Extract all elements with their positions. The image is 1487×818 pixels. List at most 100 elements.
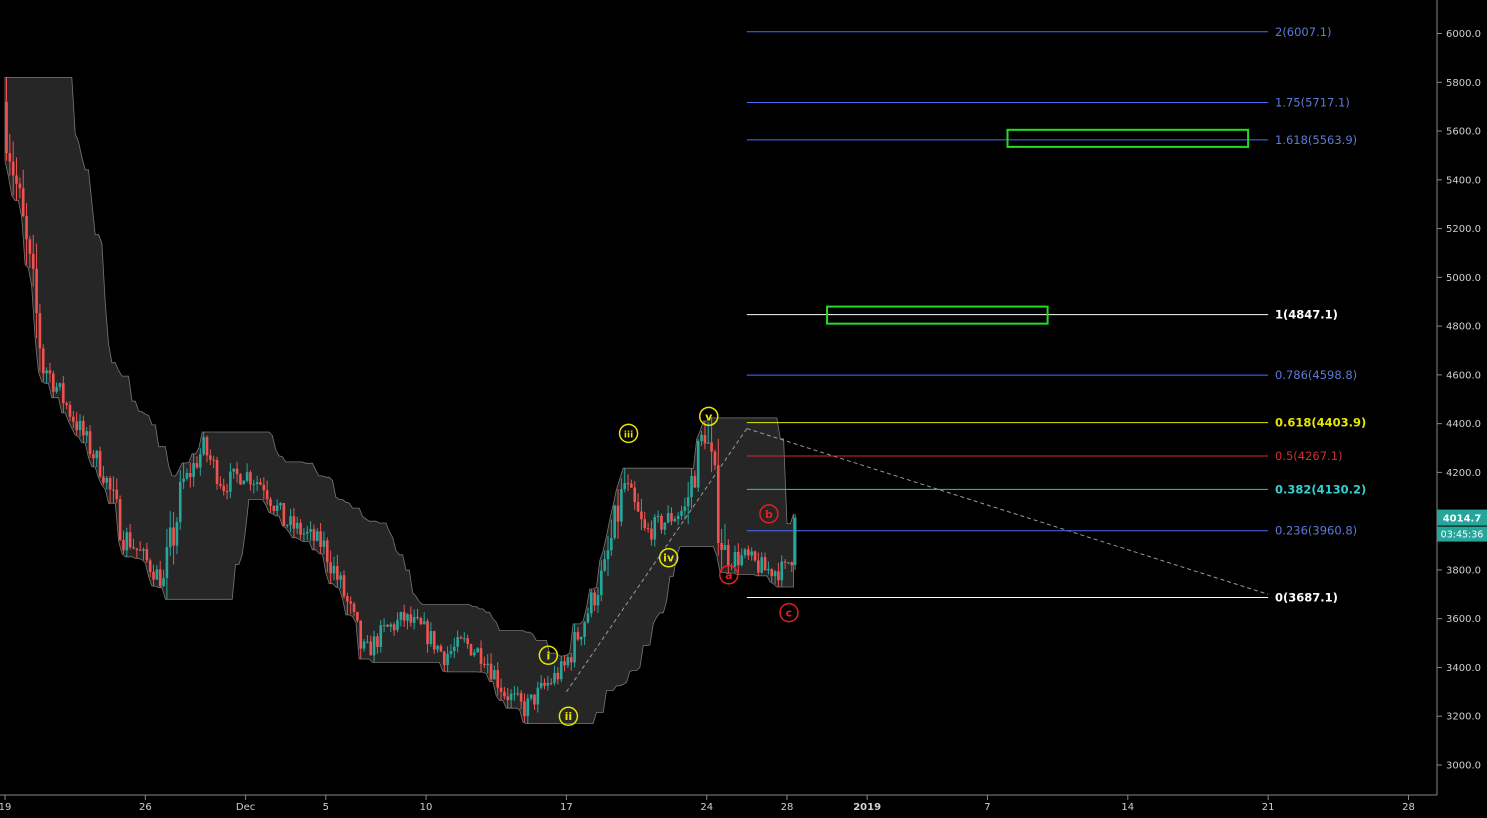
candle bbox=[38, 303, 42, 372]
candle bbox=[105, 475, 109, 490]
candle bbox=[315, 527, 319, 542]
wave-label-a[interactable]: a bbox=[719, 565, 739, 585]
candle bbox=[770, 568, 774, 583]
fib-label: 0.236(3960.8) bbox=[1275, 524, 1357, 538]
y-tick-label: 3600.0 bbox=[1446, 614, 1481, 625]
candle bbox=[676, 511, 680, 525]
candle bbox=[616, 489, 620, 539]
svg-text:iii: iii bbox=[624, 430, 633, 440]
candle bbox=[11, 141, 15, 196]
candle bbox=[519, 690, 523, 710]
candle bbox=[262, 477, 266, 500]
candle bbox=[35, 243, 38, 339]
svg-text:iv: iv bbox=[663, 552, 675, 565]
x-tick-label: 17 bbox=[560, 802, 573, 813]
candle bbox=[493, 665, 496, 680]
candle bbox=[322, 531, 326, 555]
candle bbox=[342, 570, 346, 599]
candle bbox=[18, 177, 22, 199]
wave-trend-line bbox=[565, 428, 748, 693]
candle bbox=[496, 662, 500, 696]
candle bbox=[503, 686, 506, 700]
candle bbox=[556, 667, 560, 685]
candle bbox=[356, 611, 359, 623]
candle bbox=[526, 694, 530, 724]
last-price-value: 4014.7 bbox=[1443, 514, 1482, 525]
svg-text:ii: ii bbox=[565, 710, 573, 723]
candle bbox=[506, 688, 510, 709]
candle bbox=[45, 367, 48, 384]
candle bbox=[640, 498, 643, 531]
candle bbox=[536, 681, 540, 713]
candle bbox=[793, 513, 797, 570]
candle bbox=[245, 463, 249, 483]
wave-label-b[interactable]: b bbox=[759, 504, 779, 524]
candle bbox=[790, 561, 794, 573]
y-tick-label: 6000.0 bbox=[1446, 29, 1481, 40]
candle bbox=[219, 476, 222, 489]
y-tick-label: 3000.0 bbox=[1446, 761, 1481, 772]
x-tick-label: 26 bbox=[139, 802, 152, 813]
candle bbox=[299, 519, 302, 540]
candle bbox=[332, 556, 336, 581]
channel-band bbox=[4, 77, 794, 724]
candle bbox=[670, 507, 673, 526]
candle bbox=[118, 495, 122, 542]
y-tick-label: 4200.0 bbox=[1446, 468, 1481, 479]
candle bbox=[392, 622, 396, 636]
fib-label: 0.786(4598.8) bbox=[1275, 368, 1357, 382]
candle bbox=[660, 513, 663, 534]
candle bbox=[8, 133, 12, 176]
candle bbox=[115, 478, 119, 504]
candle bbox=[352, 601, 356, 617]
candle bbox=[463, 632, 466, 643]
candle bbox=[222, 478, 226, 496]
candle bbox=[559, 655, 563, 683]
wave-label-i[interactable]: i bbox=[538, 645, 559, 666]
candle bbox=[656, 510, 660, 523]
last-price-box bbox=[1437, 509, 1487, 526]
candle bbox=[155, 564, 159, 580]
wave-label-c[interactable]: c bbox=[779, 602, 799, 623]
target-zone[interactable] bbox=[826, 305, 1049, 325]
x-tick-label: 7 bbox=[984, 802, 990, 813]
candle bbox=[636, 493, 640, 513]
candle bbox=[336, 554, 339, 587]
candle bbox=[205, 435, 209, 463]
candle bbox=[763, 552, 767, 571]
wave-label-iii[interactable]: iii bbox=[618, 423, 639, 444]
candle bbox=[442, 650, 446, 671]
candle bbox=[346, 592, 349, 615]
x-tick-label: 21 bbox=[1262, 802, 1275, 813]
candle bbox=[703, 420, 707, 450]
wave-label-ii[interactable]: ii bbox=[558, 706, 579, 726]
candle bbox=[483, 656, 486, 669]
candle bbox=[362, 639, 366, 652]
candle bbox=[449, 644, 453, 658]
candle bbox=[175, 517, 179, 555]
candle bbox=[563, 655, 566, 672]
fib-label: 0.5(4267.1) bbox=[1275, 449, 1343, 463]
wave-label-iv[interactable]: iv bbox=[658, 547, 679, 568]
wave-label-v[interactable]: v bbox=[699, 406, 719, 427]
candle bbox=[215, 456, 219, 490]
candle bbox=[28, 235, 32, 269]
fib-label: 0(3687.1) bbox=[1275, 590, 1338, 604]
candle bbox=[235, 461, 239, 483]
candle bbox=[596, 587, 600, 613]
x-tick-label: 28 bbox=[1402, 802, 1415, 813]
candle bbox=[723, 523, 727, 551]
candle bbox=[513, 685, 516, 701]
candle bbox=[72, 411, 75, 429]
target-zone[interactable] bbox=[1006, 128, 1250, 148]
candle bbox=[787, 562, 790, 565]
candle bbox=[252, 479, 256, 494]
candle bbox=[158, 560, 162, 588]
candle bbox=[31, 234, 35, 287]
target-zones bbox=[826, 128, 1250, 325]
candle bbox=[145, 542, 149, 563]
candle bbox=[88, 424, 92, 458]
candle bbox=[747, 545, 750, 560]
